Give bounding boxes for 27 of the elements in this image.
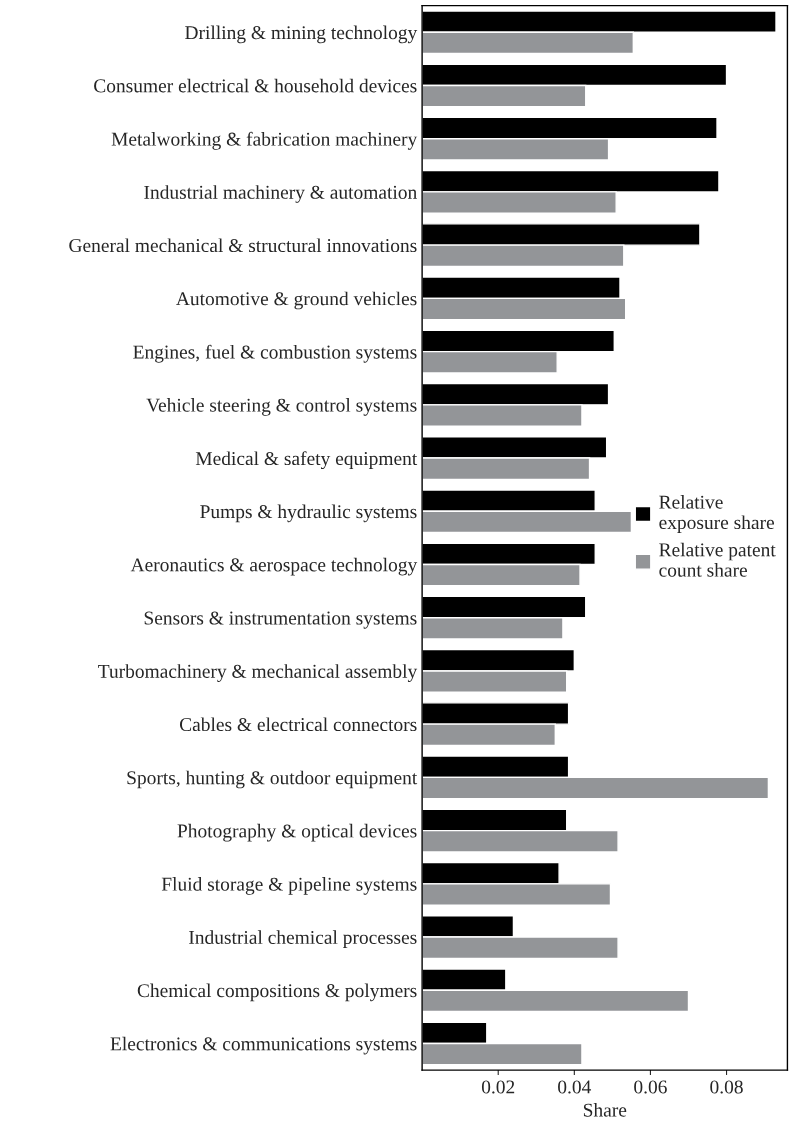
y-tick-label: Metalworking & fabrication machinery bbox=[111, 131, 418, 150]
y-tick-label: Industrial chemical processes bbox=[189, 930, 417, 948]
y-tick-label: Photography & optical devices bbox=[177, 823, 417, 842]
y-tick-label: Sensors & instrumentation systems bbox=[144, 611, 417, 629]
legend-label: Relative exposure share bbox=[659, 495, 774, 534]
x-axis-title: Share bbox=[583, 1103, 627, 1117]
y-tick-label: Engines, fuel & combustion systems bbox=[133, 344, 417, 363]
y-tick-label: Vehicle steering & control systems bbox=[146, 398, 417, 416]
y-tick-label: Medical & safety equipment bbox=[195, 451, 418, 470]
y-tick-label: Pumps & hydraulic systems bbox=[200, 504, 417, 523]
y-tick-label: Consumer electrical & household devices bbox=[94, 78, 417, 93]
y-tick-label: Automotive & ground vehicles bbox=[176, 291, 417, 310]
x-tick-label: 0.06 bbox=[634, 1080, 667, 1094]
y-tick-label: Chemical compositions & polymers bbox=[137, 983, 417, 1002]
x-tick-label: 0.04 bbox=[558, 1080, 592, 1094]
y-tick-label: Cables & electrical connectors bbox=[179, 717, 417, 732]
y-tick-label: Turbomachinery & mechanical assembly bbox=[98, 664, 418, 682]
y-tick-label: Drilling & mining technology bbox=[185, 25, 418, 44]
y-tick-label: Fluid storage & pipeline systems bbox=[161, 877, 417, 895]
y-tick-label: General mechanical & structural innovations bbox=[69, 238, 417, 253]
y-tick-label: Aeronautics & aerospace technology bbox=[130, 557, 418, 576]
y-tick-label: Industrial machinery & automation bbox=[144, 185, 417, 203]
x-tick-label: 0.02 bbox=[481, 1080, 515, 1094]
legend-label: Relative patent count share bbox=[659, 542, 776, 577]
y-tick-label: Sports, hunting & outdoor equipment bbox=[127, 770, 418, 789]
x-tick-label: 0.08 bbox=[710, 1080, 743, 1094]
y-tick-label: Electronics & communications systems bbox=[110, 1036, 417, 1055]
